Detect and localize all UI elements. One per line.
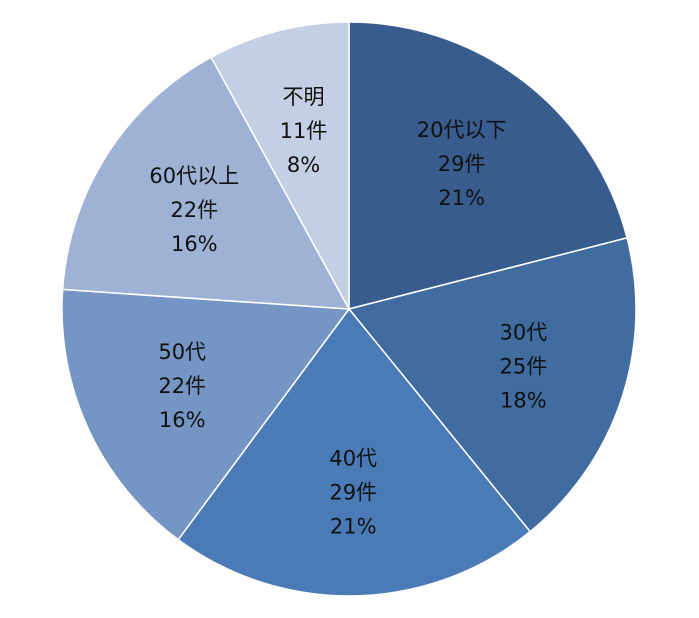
slice-label-count: 11件	[280, 119, 328, 143]
pie-slice	[61, 56, 351, 310]
slice-label-category: 60代以上	[149, 164, 239, 188]
pie-slice	[177, 307, 532, 597]
slice-label-category: 50代	[158, 340, 206, 364]
pie-slice	[347, 236, 637, 533]
slice-label-count: 22件	[158, 374, 206, 398]
pie-slice	[61, 288, 351, 541]
slice-label-count: 29件	[329, 481, 377, 505]
slice-label-percent: 8%	[287, 153, 320, 177]
slice-label-percent: 16%	[171, 232, 218, 256]
slice-label-count: 29件	[438, 152, 486, 176]
slice-label-count: 25件	[500, 355, 548, 379]
slice-label-percent: 21%	[330, 515, 377, 539]
slice-label-percent: 18%	[500, 389, 547, 413]
slice-label-category: 30代	[500, 321, 548, 345]
pie-labels: 20代以下 29件 21% 30代 25件 18% 40代 29件 21% 50代 22件 16% 60…	[149, 85, 547, 539]
slice-label-category: 不明	[283, 85, 325, 109]
slice-label-percent: 21%	[438, 186, 485, 210]
pie-slice	[210, 21, 350, 310]
slice-label-category: 20代以下	[417, 118, 507, 142]
pie-slices	[61, 21, 637, 597]
slice-label-percent: 16%	[159, 408, 206, 432]
pie-slice	[348, 21, 628, 310]
slice-label-count: 22件	[170, 198, 218, 222]
slice-label-category: 40代	[329, 447, 377, 471]
